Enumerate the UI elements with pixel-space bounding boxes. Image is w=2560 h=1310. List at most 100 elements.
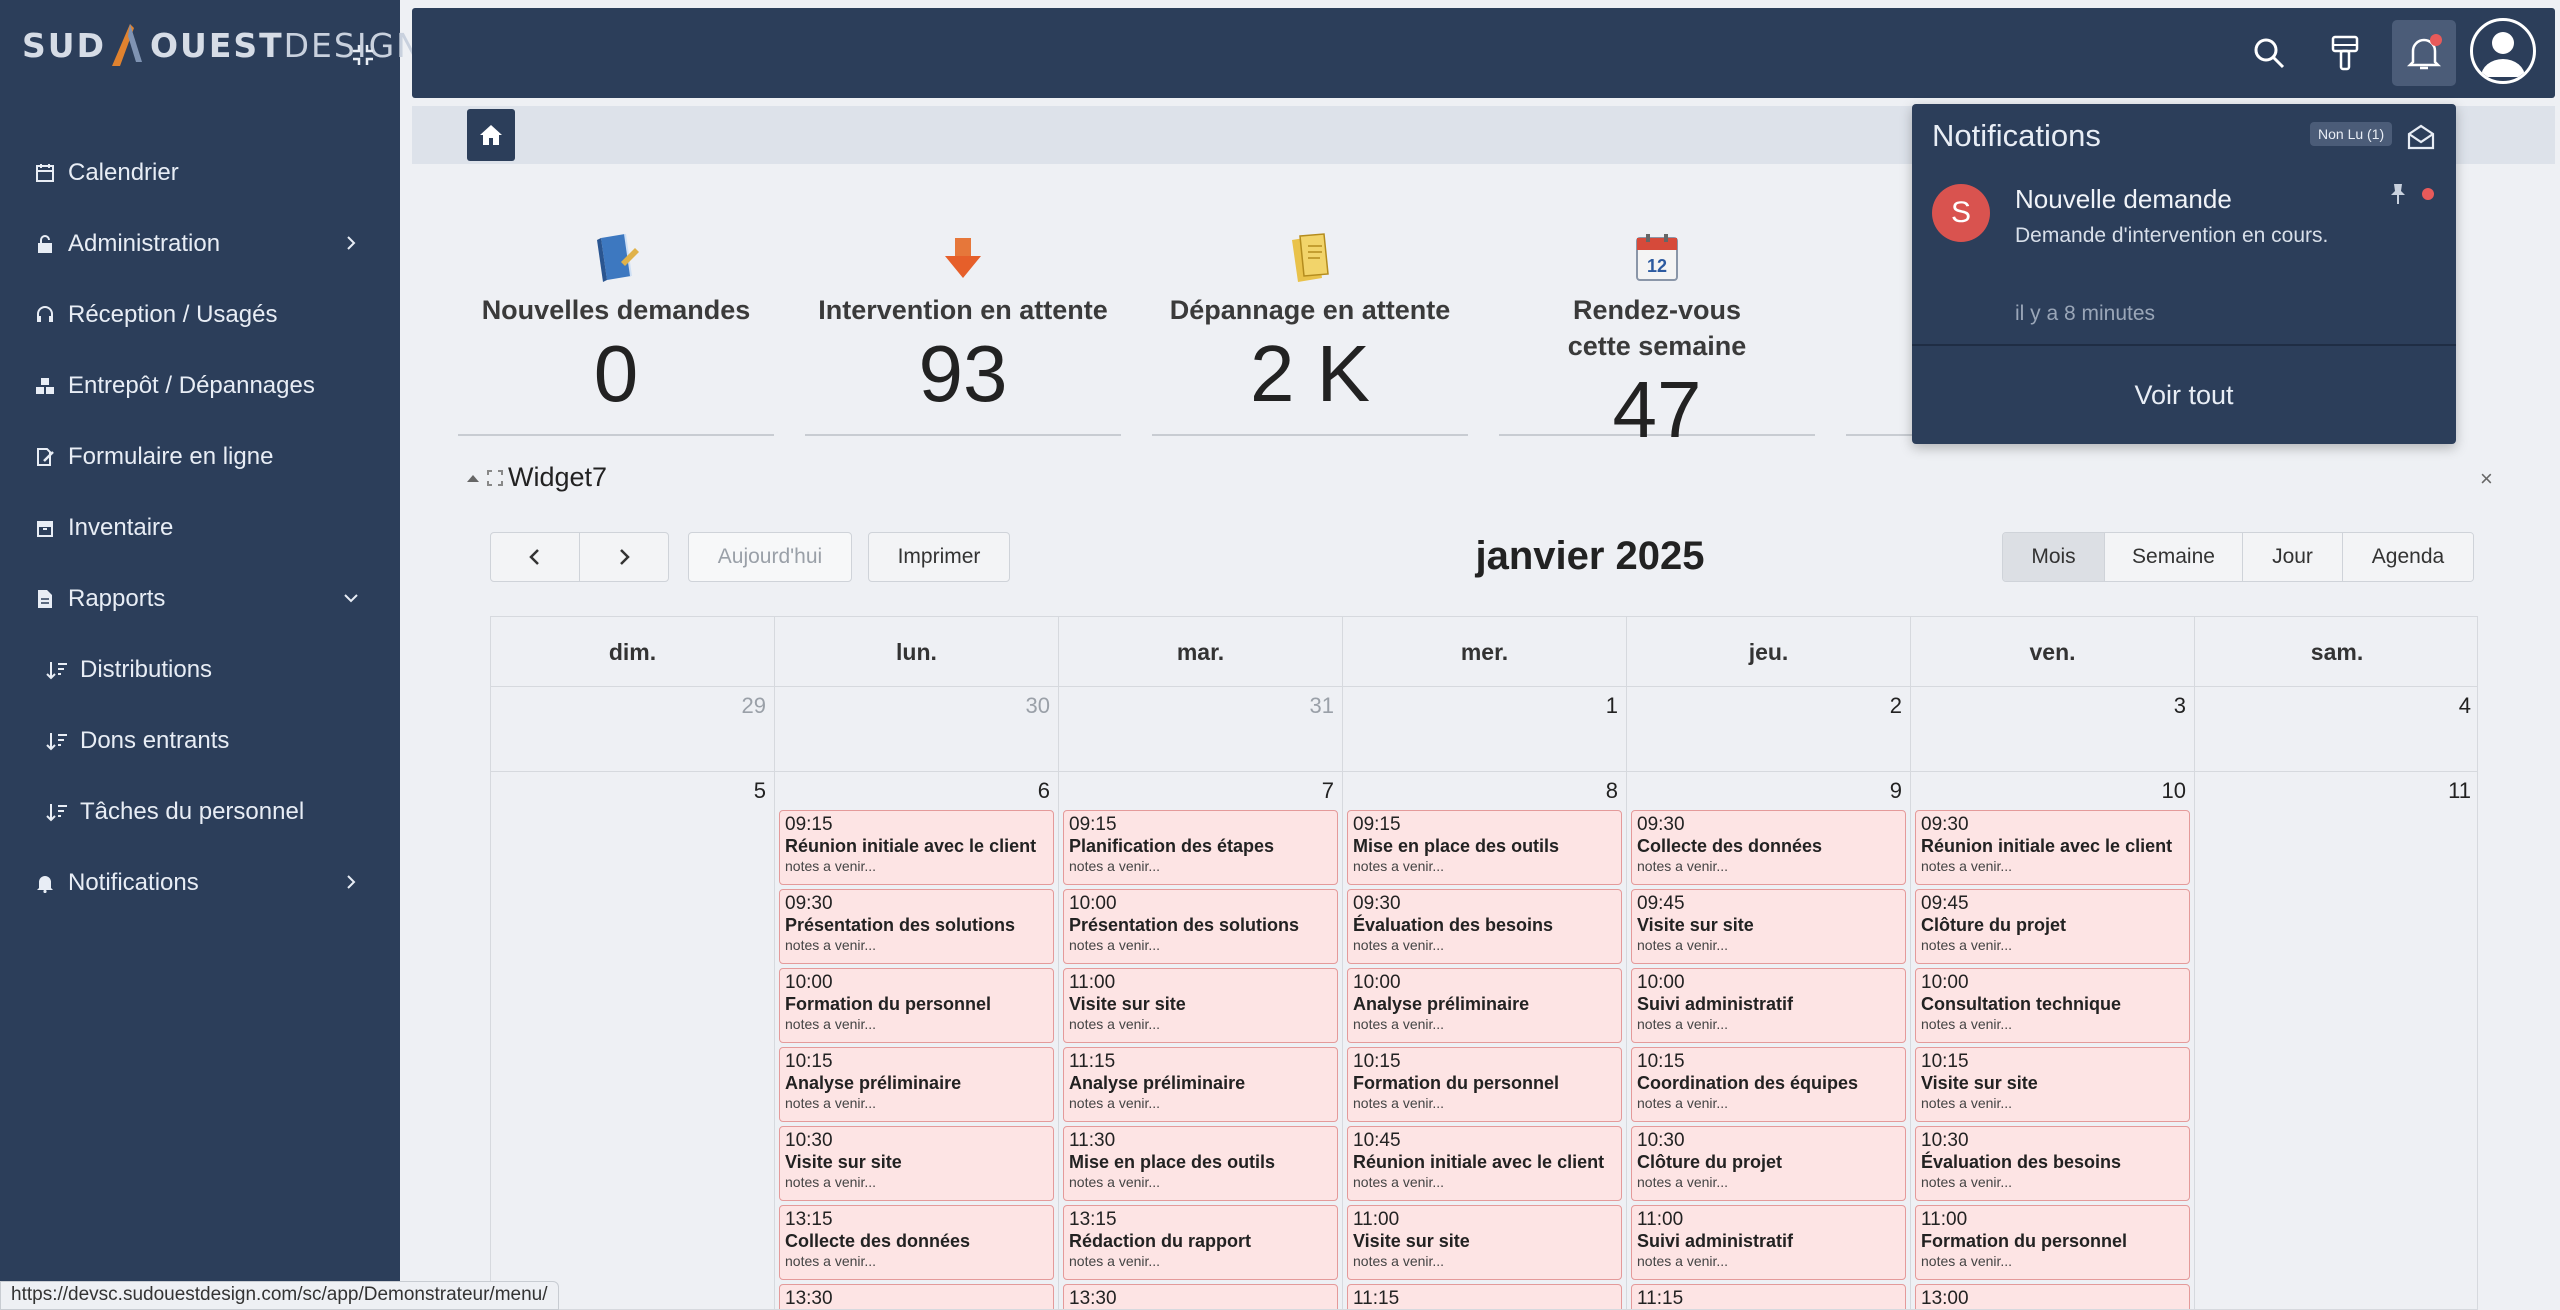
day-number: 10 [2161,778,2186,803]
day-cell[interactable]: 3 [1911,687,2195,771]
calendar-event[interactable]: 10:00 Suivi administratif notes a venir... [1631,968,1906,1043]
view-all-link[interactable]: Voir tout [2134,380,2234,410]
calendar-event[interactable]: 10:30 Visite sur site notes a venir... [779,1126,1054,1201]
prev-button[interactable] [490,532,580,582]
calendar-event[interactable]: 10:45 Réunion initiale avec le client note… [1347,1126,1622,1201]
calendar-event[interactable]: 10:15 Coordination des équipes notes a ven… [1631,1047,1906,1122]
day-number: 8 [1605,778,1618,803]
print-button[interactable]: Imprimer [868,532,1010,582]
day-cell[interactable]: 7 09:15 Planification des étapes notes a ve… [1059,772,1343,1309]
collapse-sidebar-icon[interactable] [350,42,376,68]
calendar-event[interactable]: 09:15 Réunion initiale avec le client note… [779,810,1054,885]
view-month-button[interactable]: Mois [2003,533,2105,581]
home-button[interactable] [467,109,515,161]
event-title: Rédaction du rapport [1069,1231,1252,1251]
day-cell[interactable]: 10 09:30 Réunion initiale avec le client no… [1911,772,2195,1309]
search-button[interactable] [2246,30,2292,76]
calendar-event[interactable]: 09:45 Clôture du projet notes a venir... [1915,889,2190,964]
theme-button[interactable] [2322,30,2368,76]
calendar-event[interactable]: 09:15 Planification des étapes notes a ven… [1063,810,1338,885]
sidebar-item-rapports[interactable]: Rapports [0,563,400,634]
calendar-event[interactable]: 13:30 [779,1284,1054,1309]
day-name: mer. [1343,617,1627,687]
stat-depannage-attente[interactable]: Dépannage en attente 2 K [1152,230,1468,436]
sidebar-item-reception[interactable]: Réception / Usagés [0,279,400,350]
pin-icon[interactable] [2388,182,2408,206]
logo[interactable]: SUD OUEST DESIGN [22,22,423,68]
calendar-event[interactable]: 10:00 Présentation des solutions notes a v… [1063,889,1338,964]
sidebar-item-calendrier[interactable]: Calendrier [0,137,400,208]
notifications-button[interactable] [2392,20,2456,86]
next-button[interactable] [579,532,669,582]
sidebar-item-inventaire[interactable]: Inventaire [0,492,400,563]
calendar-event[interactable]: 11:00 Formation du personnel notes a venir… [1915,1205,2190,1280]
sidebar-item-administration[interactable]: Administration [0,208,400,279]
stat-rendez-vous-semaine[interactable]: 12 Rendez-vous cette semaine 47 [1499,230,1815,454]
day-cell[interactable]: 30 [775,687,1059,771]
day-cell[interactable]: 31 [1059,687,1343,771]
calendar-event[interactable]: 11:15 [1347,1284,1622,1309]
calendar-event[interactable]: 11:00 Visite sur site notes a venir... [1063,968,1338,1043]
calendar-event[interactable]: 09:30 Réunion initiale avec le client note… [1915,810,2190,885]
sidebar-item-entrepot[interactable]: Entrepôt / Dépannages [0,350,400,421]
expand-icon[interactable] [486,469,504,487]
sidebar-item-label: Formulaire en ligne [68,442,274,470]
today-button[interactable]: Aujourd'hui [688,532,852,582]
sidebar-item-notifications[interactable]: Notifications [0,847,400,918]
calendar-event[interactable]: 10:00 Formation du personnel notes a venir… [779,968,1054,1043]
calendar-event[interactable]: 10:15 Analyse préliminaire notes a venir..… [779,1047,1054,1122]
calendar-event[interactable]: 10:30 Évaluation des besoins notes a venir… [1915,1126,2190,1201]
calendar-event[interactable]: 10:15 Visite sur site notes a venir... [1915,1047,2190,1122]
event-time: 10:30 [1637,1130,1685,1151]
calendar-event[interactable]: 11:15 [1631,1284,1906,1309]
day-cell[interactable]: 8 09:15 Mise en place des outils notes a ve… [1343,772,1627,1309]
sidebar-item-distributions[interactable]: Distributions [0,634,400,705]
user-avatar[interactable] [2470,18,2536,84]
logo-text-design: DESIGN [283,25,423,65]
day-cell[interactable]: 11 [2195,772,2477,1309]
calendar-event[interactable]: 09:30 Présentation des solutions notes a v… [779,889,1054,964]
sidebar-item-dons-entrants[interactable]: Dons entrants [0,705,400,776]
view-week-button[interactable]: Semaine [2105,533,2243,581]
calendar-event[interactable]: 10:00 Analyse préliminaire notes a venir..… [1347,968,1622,1043]
calendar-event[interactable]: 11:15 Analyse préliminaire notes a venir..… [1063,1047,1338,1122]
calendar-event[interactable]: 09:30 Évaluation des besoins notes a venir… [1347,889,1622,964]
widget-close-button[interactable]: × [2480,466,2493,491]
calendar-event[interactable]: 11:30 Mise en place des outils notes a ven… [1063,1126,1338,1201]
calendar-event[interactable]: 09:15 Mise en place des outils notes a ven… [1347,810,1622,885]
mark-read-envelope-icon[interactable] [2406,122,2436,152]
view-day-button[interactable]: Jour [2243,533,2343,581]
calendar-event[interactable]: 11:00 Suivi administratif notes a venir... [1631,1205,1906,1280]
day-cell[interactable]: 1 [1343,687,1627,771]
day-cell[interactable]: 29 [491,687,775,771]
calendar-event[interactable]: 09:30 Collecte des données notes a venir..… [1631,810,1906,885]
divider [1912,344,2456,346]
calendar-event[interactable]: 11:00 Visite sur site notes a venir... [1347,1205,1622,1280]
calendar-event[interactable]: 13:15 Rédaction du rapport notes a venir..… [1063,1205,1338,1280]
calendar-event[interactable]: 13:00 [1915,1284,2190,1309]
event-note: notes a venir... [1069,937,1161,953]
calendar-event[interactable]: 10:00 Consultation technique notes a venir… [1915,968,2190,1043]
day-cell[interactable]: 4 [2195,687,2477,771]
bell-icon [2407,38,2441,70]
calendar-event[interactable]: 10:15 Formation du personnel notes a venir… [1347,1047,1622,1122]
day-cell[interactable]: 6 09:15 Réunion initiale avec le client not… [775,772,1059,1309]
day-cell[interactable]: 5 [491,772,775,1309]
event-time: 13:30 [1069,1288,1117,1309]
stat-intervention-attente[interactable]: Intervention en attente 93 [805,230,1121,436]
notification-subject[interactable]: Nouvelle demande [2015,184,2232,214]
view-agenda-button[interactable]: Agenda [2343,533,2473,581]
sidebar-item-taches[interactable]: Tâches du personnel [0,776,400,847]
caret-up-icon[interactable] [466,473,480,483]
calendar-event[interactable]: 10:30 Clôture du projet notes a venir... [1631,1126,1906,1201]
stat-nouvelles-demandes[interactable]: Nouvelles demandes 0 [458,230,774,436]
day-cell[interactable]: 9 09:30 Collecte des données notes a venir.… [1627,772,1911,1309]
calendar-event[interactable]: 13:15 Collecte des données notes a venir..… [779,1205,1054,1280]
unread-badge[interactable]: Non Lu (1) [2310,122,2393,146]
sidebar-item-formulaire[interactable]: Formulaire en ligne [0,421,400,492]
sidebar-item-label: Notifications [68,868,199,896]
calendar-event[interactable]: 09:45 Visite sur site notes a venir... [1631,889,1906,964]
calendar-event[interactable]: 13:30 [1063,1284,1338,1309]
day-cell[interactable]: 2 [1627,687,1911,771]
calendar-date-icon: 12 [1636,234,1678,281]
